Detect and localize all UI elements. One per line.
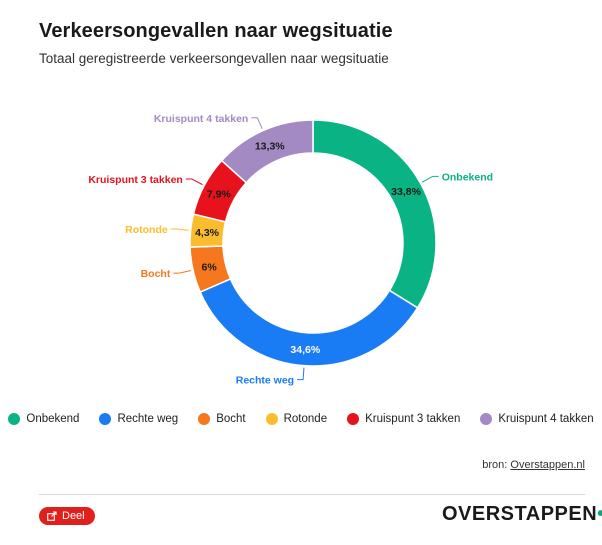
legend-dot-onbekend bbox=[8, 413, 21, 425]
chart-title: Verkeersongevallen naar wegsituatie bbox=[39, 20, 393, 42]
category-label-rechte-weg: Rechte weg bbox=[236, 375, 294, 387]
category-label-kruispunt-3-takken: Kruispunt 3 takken bbox=[88, 174, 183, 186]
footer-divider bbox=[39, 494, 585, 495]
connector-kruispunt-4-takken bbox=[251, 117, 263, 129]
category-label-kruispunt-4-takken: Kruispunt 4 takken bbox=[154, 113, 249, 125]
value-label-kruispunt-3-takken: 7,9% bbox=[207, 188, 232, 200]
value-label-kruispunt-4-takken: 13,3% bbox=[255, 141, 285, 153]
legend-item-kruispunt-4-takken[interactable]: Kruispunt 4 takken bbox=[480, 413, 594, 425]
chart-legend: Onbekend Rechte weg Bocht Rotonde Kruispunt … bbox=[0, 413, 602, 425]
legend-dot-rotonde bbox=[265, 413, 278, 425]
slice-onbekend[interactable] bbox=[312, 119, 437, 309]
share-icon bbox=[47, 511, 57, 521]
slice-kruispunt-4-takken[interactable] bbox=[220, 119, 314, 184]
donut-chart: 33,8% Onbekend 34,6% Rechte weg 6% Bocht 4,3% R… bbox=[88, 113, 493, 387]
legend-label-onbekend: Onbekend bbox=[26, 413, 80, 425]
legend-label-kruispunt-4-takken: Kruispunt 4 takken bbox=[498, 413, 594, 425]
source-link[interactable]: Overstappen.nl bbox=[510, 459, 585, 471]
logo-dot: • bbox=[597, 503, 602, 525]
category-label-bocht: Bocht bbox=[141, 268, 171, 280]
connector-bocht bbox=[173, 269, 192, 274]
chart-subtitle: Totaal geregistreerde verkeersongevallen… bbox=[39, 51, 389, 66]
legend-item-rechte-weg[interactable]: Rechte weg bbox=[99, 413, 178, 425]
share-label: Deel bbox=[62, 510, 85, 522]
legend-item-kruispunt-3-takken[interactable]: Kruispunt 3 takken bbox=[347, 413, 460, 425]
logo-main: OVERSTAPPEN bbox=[442, 503, 598, 525]
connector-kruispunt-3-takken bbox=[185, 178, 203, 186]
value-label-rotonde: 4,3% bbox=[195, 227, 220, 239]
legend-dot-rechte-weg bbox=[99, 413, 112, 425]
legend-item-onbekend[interactable]: Onbekend bbox=[8, 413, 79, 425]
category-label-rotonde: Rotonde bbox=[125, 224, 168, 236]
connector-rotonde bbox=[170, 228, 189, 231]
legend-dot-kruispunt-3-takken bbox=[347, 413, 360, 425]
legend-label-rotonde: Rotonde bbox=[283, 413, 328, 425]
value-label-rechte-weg: 34,6% bbox=[290, 344, 320, 356]
legend-dot-bocht bbox=[198, 413, 211, 425]
value-label-bocht: 6% bbox=[202, 261, 218, 273]
legend-label-kruispunt-3-takken: Kruispunt 3 takken bbox=[365, 413, 461, 425]
legend-dot-kruispunt-4-takken bbox=[480, 413, 493, 425]
value-label-onbekend: 33,8% bbox=[391, 186, 421, 198]
legend-item-bocht[interactable]: Bocht bbox=[198, 413, 246, 425]
legend-label-bocht: Bocht bbox=[216, 413, 246, 425]
connector-onbekend bbox=[421, 175, 439, 183]
source-line: bron: Overstappen.nl bbox=[482, 459, 585, 471]
share-button[interactable]: Deel bbox=[39, 507, 95, 525]
overstappen-logo: OVERSTAPPEN•NL bbox=[442, 503, 602, 526]
legend-item-rotonde[interactable]: Rotonde bbox=[265, 413, 328, 425]
connector-rechte-weg bbox=[297, 367, 305, 381]
source-prefix: bron: bbox=[482, 459, 508, 471]
category-label-onbekend: Onbekend bbox=[442, 171, 493, 183]
legend-label-rechte-weg: Rechte weg bbox=[117, 413, 179, 425]
